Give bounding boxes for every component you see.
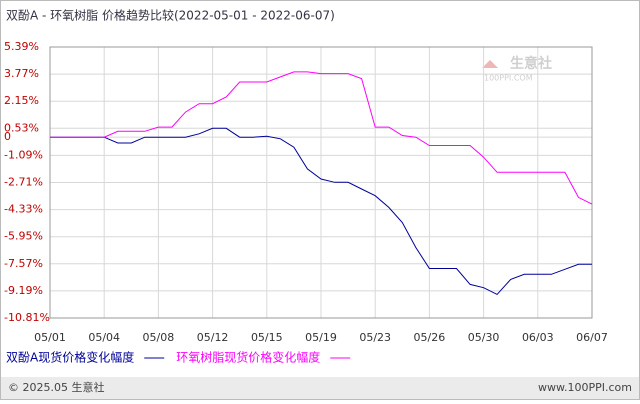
series-line [50, 71, 593, 205]
watermark: 生意社 100PPI.COM [482, 55, 552, 83]
footer-bar [1, 377, 639, 399]
plot-area [49, 46, 593, 319]
y-tick-label: -4.33% [4, 203, 43, 216]
x-tick-label: 05/30 [468, 331, 500, 344]
y-tick-label: -2.71% [4, 176, 43, 189]
watermark-sub: 100PPI.COM [484, 74, 533, 83]
y-tick-label: -5.95% [4, 230, 43, 243]
x-tick-label: 05/04 [88, 331, 120, 344]
x-tick-label: 05/08 [143, 331, 175, 344]
x-tick-label: 05/23 [359, 331, 391, 344]
y-tick-label: 0.53% [4, 121, 39, 134]
footer-left: © 2025.05 生意社 [8, 380, 104, 394]
y-tick-label: 3.77% [4, 67, 39, 80]
y-tick-label: -9.19% [4, 284, 43, 297]
x-tick-label: 05/26 [414, 331, 446, 344]
y-tick-label: -7.57% [4, 257, 43, 270]
y-tick-label: -1.09% [4, 148, 43, 161]
series-line [50, 127, 592, 296]
x-tick-label: 05/12 [197, 331, 229, 344]
legend-label: 双酚A现货价格变化幅度 [6, 350, 134, 365]
y-tick-label: 5.39% [4, 40, 39, 53]
y-tick-label: 2.15% [4, 94, 39, 107]
watermark-icon [482, 60, 498, 68]
x-tick-label: 05/15 [251, 331, 283, 344]
x-tick-label: 06/07 [576, 331, 608, 344]
legend-label: 环氧树脂现货价格变化幅度 [176, 350, 320, 365]
x-tick-label: 06/03 [522, 331, 554, 344]
y-tick-label: 0 [4, 130, 11, 143]
y-tick-label: -10.81% [4, 311, 50, 324]
footer-right: www.100PPI.com [538, 381, 632, 394]
x-tick-label: 05/19 [305, 331, 337, 344]
x-tick-label: 05/01 [34, 331, 66, 344]
watermark-text: 生意社 [510, 55, 552, 72]
chart-title: 双酚A - 环氧树脂 价格趋势比较(2022-05-01 - 2022-06-0… [6, 8, 335, 23]
